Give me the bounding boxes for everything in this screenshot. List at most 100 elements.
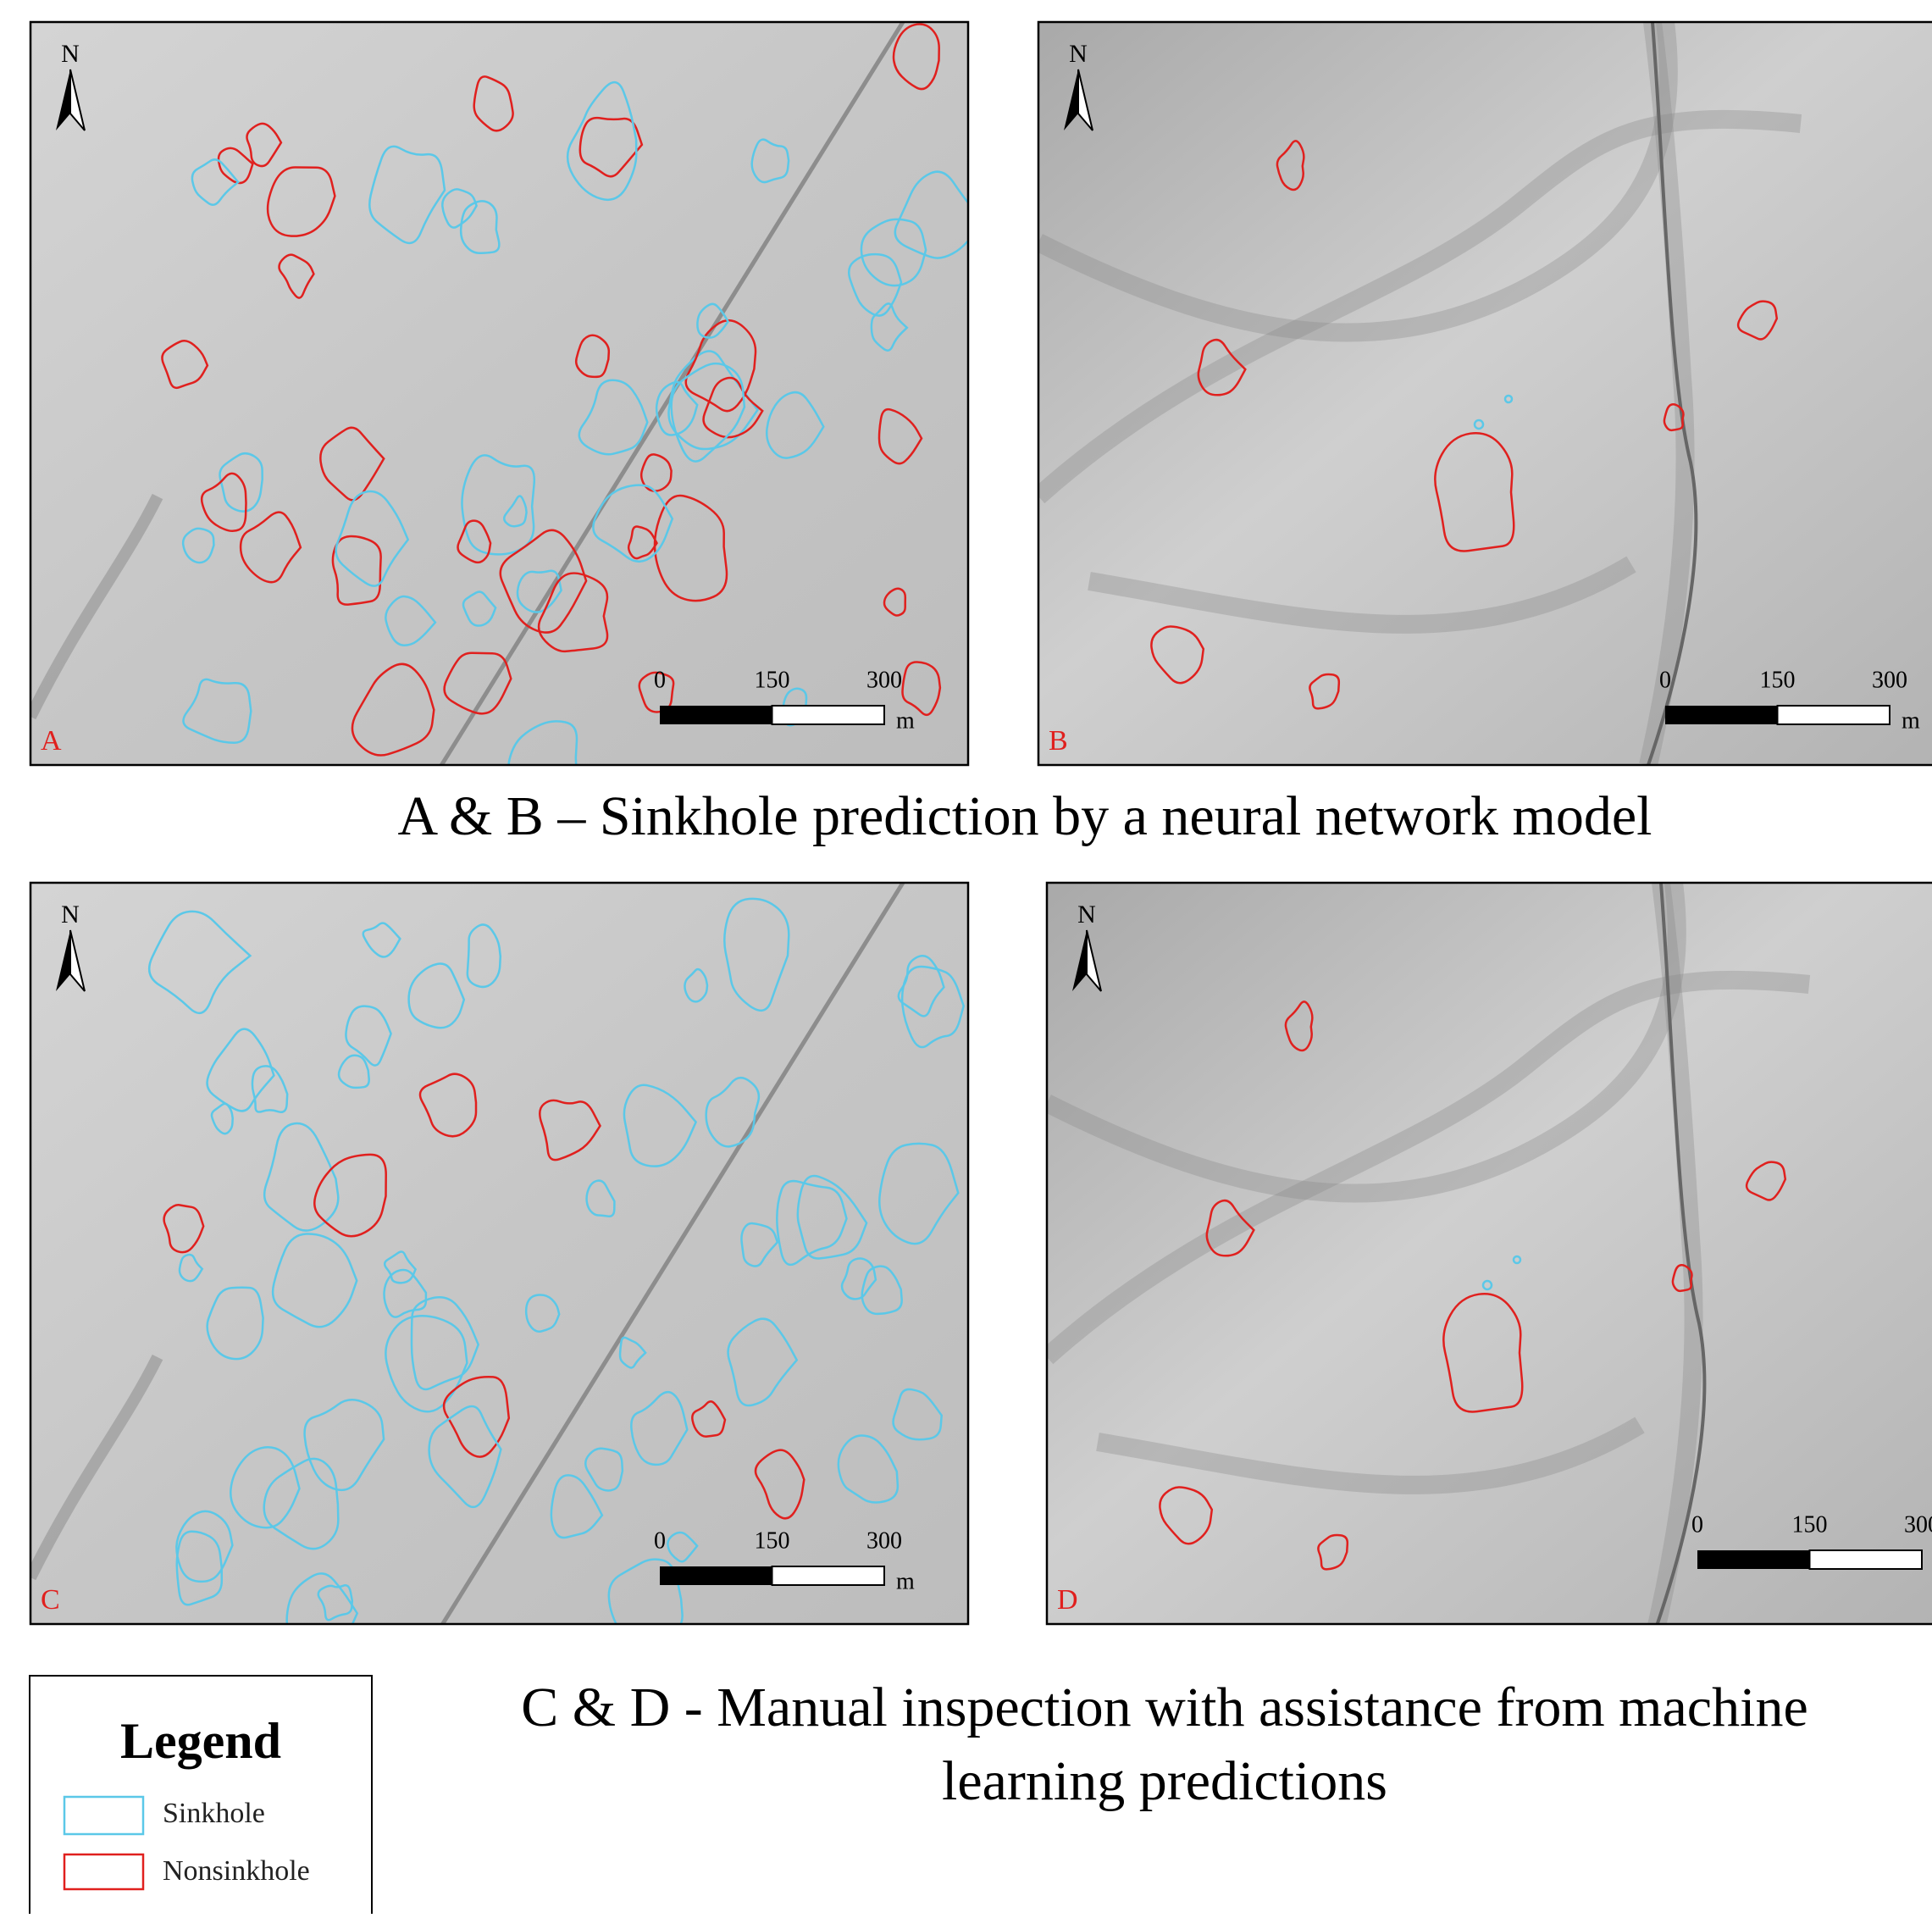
sinkhole [524, 1294, 561, 1333]
scale-label: 150 [1792, 1511, 1828, 1538]
nonsinkhole [239, 511, 302, 584]
sinkhole [766, 391, 825, 459]
sinkhole [623, 1084, 698, 1167]
sinkhole [317, 1584, 354, 1621]
map-panel: N C 0 150 300 m [29, 881, 970, 1626]
sinkhole [263, 1122, 340, 1232]
sinkhole [462, 590, 497, 627]
legend-label: Nonsinkhole [163, 1855, 310, 1887]
sinkhole [230, 1446, 301, 1529]
nonsinkhole [1317, 1533, 1349, 1571]
sinkhole [878, 1142, 960, 1245]
nonsinkhole [1159, 1486, 1214, 1545]
panel-letter: B [1049, 725, 1068, 757]
scale-bar [1808, 1549, 1923, 1570]
nonsinkhole [1663, 403, 1685, 432]
sinkhole [507, 720, 578, 765]
sinkhole [1512, 1255, 1522, 1265]
valley [1096, 1416, 1645, 1494]
north-arrow [69, 69, 86, 131]
sinkhole [796, 1174, 868, 1260]
scale-unit: m [1902, 707, 1920, 734]
nonsinkhole [1309, 673, 1341, 710]
sinkhole [219, 452, 263, 513]
sinkhole [727, 1317, 799, 1407]
sinkhole [585, 1179, 616, 1218]
map-content [30, 22, 968, 765]
sinkhole [670, 362, 746, 463]
stream [1647, 22, 1698, 765]
sinkhole [684, 967, 709, 1003]
sinkhole [285, 1572, 359, 1624]
nonsinkhole [266, 166, 336, 237]
sinkhole [182, 678, 252, 744]
sinkhole [459, 200, 501, 254]
scale-unit: m [896, 707, 915, 734]
sinkhole [900, 965, 966, 1049]
sinkhole [175, 1530, 224, 1606]
scale-label: 0 [654, 667, 666, 693]
nonsinkhole [1736, 300, 1779, 341]
sinkhole [461, 454, 536, 556]
nonsinkhole [653, 494, 728, 602]
scale-bar [660, 1566, 772, 1585]
map-panel: N B 0 150 300 m [1037, 20, 1932, 767]
sinkhole [178, 1253, 204, 1283]
sinkhole [345, 1005, 392, 1067]
sinkhole [410, 1296, 480, 1391]
nonsinkhole [691, 1400, 727, 1438]
nonsinkhole [892, 23, 940, 91]
nonsinkhole [901, 661, 942, 717]
nonsinkhole [442, 1375, 511, 1458]
sinkhole [566, 80, 638, 202]
nonsinkhole [473, 75, 514, 132]
valley [1088, 556, 1636, 634]
scale-label: 0 [654, 1527, 666, 1554]
nonsinkhole [418, 1073, 478, 1138]
map-content [1047, 883, 1932, 1624]
scale-bar [771, 705, 885, 725]
sinkhole [362, 922, 401, 958]
scale-label: 300 [1872, 667, 1907, 693]
sinkhole [897, 954, 945, 1017]
nonsinkhole [1284, 1001, 1314, 1052]
ridge [30, 493, 163, 720]
sinkhole [368, 145, 446, 245]
map-content [30, 883, 968, 1624]
nonsinkhole [537, 572, 609, 653]
sinkhole [251, 1065, 289, 1114]
scale-label: 0 [1659, 667, 1671, 693]
sinkhole [407, 962, 466, 1029]
road [439, 22, 905, 765]
nonsinkhole [883, 587, 907, 617]
sinkhole [263, 1457, 340, 1550]
legend-title: Legend [120, 1713, 281, 1769]
sinkhole [385, 1315, 468, 1413]
panel-letter: A [41, 725, 62, 757]
panel-letter: C [41, 1584, 60, 1616]
nonsinkhole [1276, 140, 1305, 191]
map-content [1038, 22, 1932, 765]
scale-bar [1776, 705, 1890, 725]
sinkhole [335, 490, 410, 587]
scale-label: 300 [866, 1527, 902, 1554]
sinkhole [870, 302, 909, 352]
sinkhole [607, 1558, 684, 1624]
sinkhole [466, 923, 502, 989]
scale-label: 150 [755, 667, 790, 693]
valley [1639, 22, 1695, 765]
panel-frame [1045, 881, 1932, 1626]
sinkhole [383, 1268, 428, 1318]
sinkhole [271, 1233, 358, 1328]
sinkhole [337, 1054, 370, 1089]
nonsinkhole [1442, 1292, 1524, 1413]
sinkhole [667, 350, 760, 451]
stream [1655, 883, 1707, 1624]
scale-label: 0 [1691, 1511, 1703, 1538]
nonsinkhole [163, 1204, 205, 1254]
nonsinkhole [351, 662, 435, 757]
north-arrow [1077, 69, 1093, 131]
panels: NA0150300mNB0150300mNC0150300mND0150300m [29, 20, 1932, 1626]
